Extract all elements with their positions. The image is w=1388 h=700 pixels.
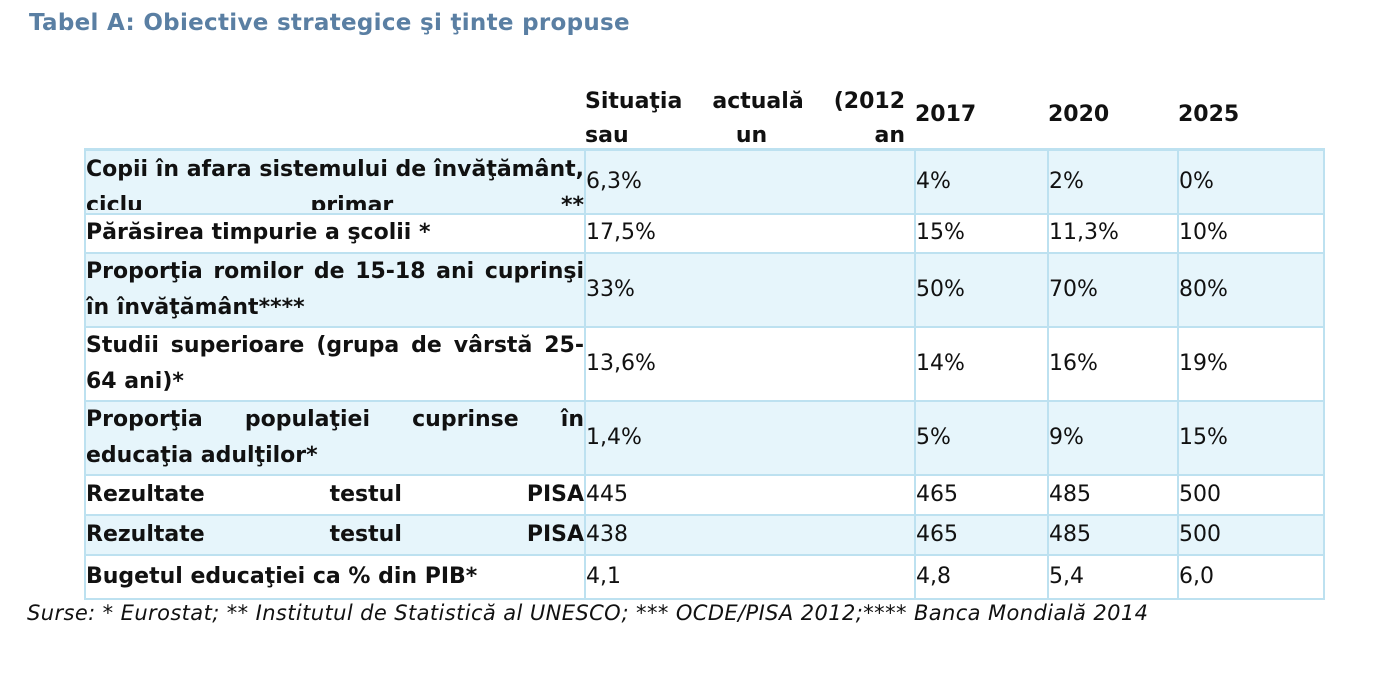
- row-label-text: Copii în afara sistemului de învăţământ,…: [86, 156, 584, 210]
- cell-2020: 16%: [1047, 325, 1179, 402]
- header-2020: 2020: [1048, 82, 1178, 151]
- row-label: Proporţia romilor de 15-18 ani cuprinşi …: [84, 251, 586, 328]
- header-2017: 2017: [915, 82, 1048, 151]
- cell-2020: 70%: [1047, 251, 1179, 328]
- cell-current: 6,3%: [584, 148, 916, 215]
- cell-2020: 2%: [1047, 148, 1179, 215]
- header-indicator: [85, 82, 585, 151]
- header-current-situation: Situaţia actuală (2012 sau un an: [585, 82, 915, 151]
- cell-current: 445: [584, 473, 916, 516]
- table-header-row: Situaţia actuală (2012 sau un an 2017 20…: [85, 82, 1324, 151]
- cell-2025: 6,0: [1177, 553, 1325, 600]
- table-row: Bugetul educaţiei ca % din PIB* 4,1 4,8 …: [84, 553, 1325, 600]
- row-label: Părăsirea timpurie a şcolii *: [84, 212, 586, 254]
- cell-2025: 500: [1177, 513, 1325, 556]
- cell-current: 33%: [584, 251, 916, 328]
- cell-2017: 465: [914, 513, 1049, 556]
- row-label: Rezultate testul PISA: [84, 513, 586, 556]
- header-current-situation-text: Situaţia actuală (2012 sau un an: [585, 89, 905, 147]
- table-row: Părăsirea timpurie a şcolii * 17,5% 15% …: [84, 212, 1325, 254]
- row-label: Bugetul educaţiei ca % din PIB*: [84, 553, 586, 600]
- cell-2020: 485: [1047, 473, 1179, 516]
- row-label: Rezultate testul PISA: [84, 473, 586, 516]
- cell-2025: 0%: [1177, 148, 1325, 215]
- table-row: Copii în afara sistemului de învăţământ,…: [84, 148, 1325, 215]
- row-label: Studii superioare (grupa de vârstă 25-64…: [84, 325, 586, 402]
- cell-2020: 485: [1047, 513, 1179, 556]
- cell-2017: 14%: [914, 325, 1049, 402]
- cell-2017: 4%: [914, 148, 1049, 215]
- objectives-table: Situaţia actuală (2012 sau un an 2017 20…: [84, 82, 1325, 600]
- cell-current: 4,1: [584, 553, 916, 600]
- cell-2025: 80%: [1177, 251, 1325, 328]
- sources-footnote: Surse: * Eurostat; ** Institutul de Stat…: [27, 601, 1149, 625]
- cell-2017: 4,8: [914, 553, 1049, 600]
- cell-2017: 50%: [914, 251, 1049, 328]
- cell-2025: 15%: [1177, 399, 1325, 476]
- table-row: Studii superioare (grupa de vârstă 25-64…: [84, 325, 1325, 402]
- cell-2017: 15%: [914, 212, 1049, 254]
- cell-current: 13,6%: [584, 325, 916, 402]
- table-row: Proporţia romilor de 15-18 ani cuprinşi …: [84, 251, 1325, 328]
- cell-current: 17,5%: [584, 212, 916, 254]
- row-label: Copii în afara sistemului de învăţământ,…: [84, 148, 586, 215]
- cell-2020: 9%: [1047, 399, 1179, 476]
- table-title: Tabel A: Obiective strategice şi ţinte p…: [29, 10, 630, 36]
- cell-2025: 10%: [1177, 212, 1325, 254]
- cell-2020: 11,3%: [1047, 212, 1179, 254]
- table-row: Proporţia populaţiei cuprinse în educaţi…: [84, 399, 1325, 476]
- cell-current: 1,4%: [584, 399, 916, 476]
- row-label: Proporţia populaţiei cuprinse în educaţi…: [84, 399, 586, 476]
- table-row: Rezultate testul PISA 438 465 485 500: [84, 513, 1325, 556]
- cell-2017: 5%: [914, 399, 1049, 476]
- cell-2025: 19%: [1177, 325, 1325, 402]
- cell-2025: 500: [1177, 473, 1325, 516]
- cell-2017: 465: [914, 473, 1049, 516]
- cell-current: 438: [584, 513, 916, 556]
- cell-2020: 5,4: [1047, 553, 1179, 600]
- header-2025: 2025: [1178, 82, 1324, 151]
- table-row: Rezultate testul PISA 445 465 485 500: [84, 473, 1325, 516]
